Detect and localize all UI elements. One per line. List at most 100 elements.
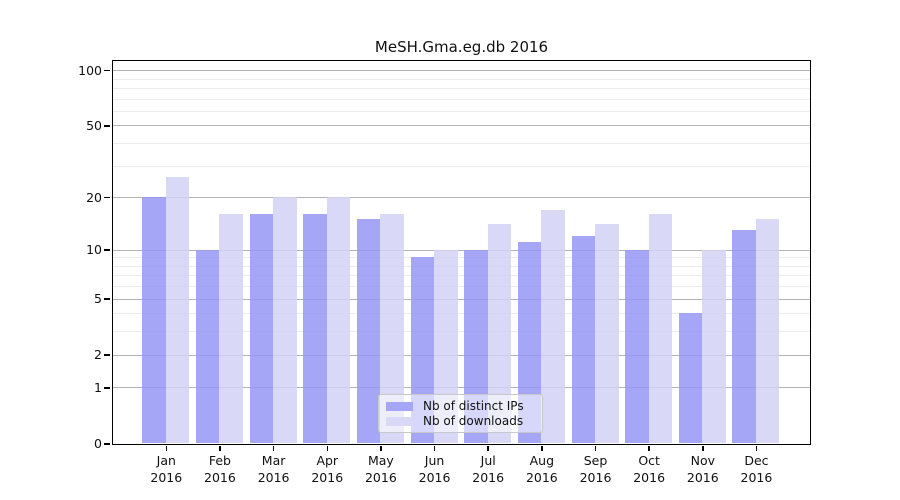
x-label-month: Apr (316, 453, 339, 468)
bar-distinct-ips-may (356, 219, 381, 444)
y-gridline-minor-60 (112, 110, 810, 112)
x-label-feb: Feb 2016 (204, 452, 236, 486)
legend-item-downloads: Nb of downloads (386, 414, 534, 428)
bar-downloads-apr (326, 197, 351, 444)
y-tick-2 (104, 354, 110, 356)
y-tick-label-1: 1 (94, 379, 102, 395)
bar-downloads-nov (702, 249, 726, 444)
x-label-jan: Jan 2016 (150, 452, 182, 486)
x-tick-may (380, 445, 382, 451)
y-gridline-major-2 (112, 354, 810, 356)
bar-distinct-ips-dec (732, 230, 756, 444)
y-gridline-major-100 (112, 70, 810, 72)
legend: Nb of distinct IPs Nb of downloads (378, 394, 543, 433)
y-gridline-minor-40 (112, 143, 810, 145)
x-label-month: Jan (156, 453, 176, 468)
x-label-month: Feb (208, 453, 231, 468)
y-gridline-minor-8 (112, 265, 810, 267)
x-label-year: 2016 (525, 470, 558, 485)
x-label-month: May (367, 453, 394, 468)
bar-downloads-may (380, 214, 404, 444)
bar-distinct-ips-aug (517, 242, 542, 444)
x-tick-sep (594, 445, 597, 451)
y-gridline-minor-9 (112, 257, 810, 259)
plot-area (111, 59, 811, 445)
x-label-month: Jun (424, 453, 445, 468)
x-label-jun: Jun 2016 (419, 452, 451, 486)
bar-distinct-ips-oct (625, 249, 649, 444)
y-gridline-major-1 (112, 387, 810, 389)
y-gridline-minor-90 (112, 78, 810, 80)
x-tick-aug (541, 445, 543, 451)
y-tick-5 (104, 298, 110, 300)
bar-downloads-mar (273, 197, 297, 444)
x-label-month: Oct (638, 453, 660, 468)
bar-distinct-ips-sep (571, 235, 595, 444)
x-label-apr: Apr 2016 (311, 452, 343, 486)
legend-label-downloads: Nb of downloads (423, 414, 524, 428)
y-tick-label-0: 0 (94, 435, 102, 451)
x-tick-dec (755, 445, 758, 451)
bar-distinct-ips-mar (249, 214, 274, 444)
x-label-month: Mar (261, 453, 286, 468)
bar-distinct-ips-jan (142, 197, 166, 444)
legend-label-distinct-ips: Nb of distinct IPs (423, 399, 524, 413)
x-label-month: Nov (690, 453, 715, 468)
x-tick-jul (487, 445, 489, 451)
y-tick-20 (104, 196, 110, 199)
y-tick-100 (104, 69, 110, 72)
x-label-month: Jul (480, 453, 496, 468)
y-gridline-major-10 (112, 249, 810, 251)
y-tick-50 (104, 125, 110, 127)
legend-swatch-downloads (386, 416, 413, 426)
y-tick-label-50: 50 (86, 117, 102, 133)
bar-downloads-dec (755, 219, 780, 444)
x-tick-oct (648, 445, 650, 451)
y-gridline-minor-7 (112, 275, 810, 277)
y-tick-label-10: 10 (86, 241, 102, 257)
x-label-year: 2016 (257, 470, 290, 485)
x-label-year: 2016 (740, 470, 773, 485)
x-label-year: 2016 (364, 470, 397, 485)
y-gridline-major-5 (112, 298, 810, 300)
bar-downloads-sep (595, 224, 619, 444)
x-label-year: 2016 (150, 470, 183, 485)
bar-downloads-oct (648, 214, 673, 444)
x-label-year: 2016 (472, 470, 505, 485)
chart-title: MeSH.Gma.eg.db 2016 (374, 38, 549, 56)
y-tick-label-20: 20 (86, 189, 102, 205)
x-label-month: Dec (744, 453, 769, 468)
x-label-year: 2016 (418, 470, 451, 485)
x-label-month: Aug (529, 453, 555, 468)
bar-downloads-jul (487, 224, 512, 444)
legend-swatch-distinct-ips (386, 401, 413, 411)
y-gridline-minor-6 (112, 286, 810, 288)
x-label-nov: Nov 2016 (687, 452, 719, 486)
bar-downloads-jan (165, 176, 190, 444)
x-tick-feb (219, 445, 221, 451)
x-label-jul: Jul 2016 (472, 452, 504, 486)
x-label-sep: Sep 2016 (580, 452, 612, 486)
y-gridline-minor-3 (112, 331, 810, 333)
bar-distinct-ips-feb (195, 249, 220, 444)
x-label-dec: Dec 2016 (741, 452, 773, 486)
x-label-year: 2016 (311, 470, 344, 485)
x-tick-mar (272, 445, 275, 451)
x-tick-jun (433, 445, 436, 451)
x-tick-nov (702, 445, 704, 451)
x-tick-jan (165, 445, 168, 451)
y-gridline-minor-80 (112, 87, 810, 89)
x-label-year: 2016 (633, 470, 666, 485)
x-label-mar: Mar 2016 (258, 452, 290, 486)
x-label-may: May 2016 (365, 452, 397, 486)
bar-distinct-ips-nov (678, 313, 703, 444)
x-label-year: 2016 (204, 470, 236, 485)
bar-downloads-feb (219, 214, 243, 444)
y-tick-0 (104, 443, 110, 445)
legend-item-distinct-ips: Nb of distinct IPs (386, 399, 534, 413)
y-tick-1 (104, 387, 110, 389)
x-label-month: Sep (583, 453, 608, 468)
y-gridline-minor-30 (112, 165, 810, 167)
bar-downloads-aug (541, 209, 565, 444)
